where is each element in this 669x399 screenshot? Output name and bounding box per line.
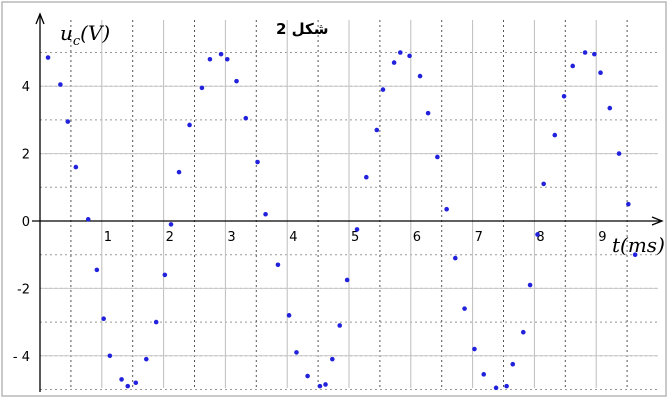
y-tick-label: 2 <box>22 148 30 163</box>
data-point <box>472 346 477 352</box>
data-point <box>481 372 487 377</box>
data-point <box>391 60 397 65</box>
data-point <box>255 159 260 165</box>
data-point <box>582 50 588 55</box>
data-point <box>616 151 622 156</box>
axes <box>32 12 664 392</box>
data-point <box>330 356 335 362</box>
data-point <box>323 382 328 387</box>
data-point <box>541 181 546 187</box>
x-tick-label: 3 <box>227 230 235 245</box>
data-point <box>199 85 205 91</box>
data-point <box>286 313 292 318</box>
y-axis-label-unit: (V) <box>80 21 110 45</box>
y-axis-arrow <box>35 12 45 25</box>
data-point <box>218 51 224 57</box>
data-point <box>207 56 213 62</box>
data-point <box>153 319 159 325</box>
x-tick-label: 5 <box>351 230 359 245</box>
y-tick-label: -2 <box>17 282 30 297</box>
data-point <box>176 169 182 175</box>
data-point <box>85 217 91 222</box>
data-point <box>452 255 458 261</box>
data-point <box>168 222 174 227</box>
x-axis-arrow <box>651 216 664 226</box>
data-point <box>94 267 100 273</box>
data-point <box>275 262 281 268</box>
x-tick-label: 8 <box>536 230 544 245</box>
data-point <box>143 356 149 362</box>
data-point <box>425 110 431 116</box>
data-point <box>527 282 533 288</box>
data-point <box>364 174 369 180</box>
data-point <box>520 329 526 335</box>
data-point <box>65 119 71 124</box>
data-point <box>224 56 230 62</box>
data-point <box>552 132 558 138</box>
data-point <box>592 51 597 57</box>
grid-lines <box>40 20 658 390</box>
data-point <box>119 377 124 382</box>
data-point <box>344 277 350 283</box>
data-point <box>598 70 603 76</box>
data-point <box>570 63 576 69</box>
data-point <box>58 82 63 87</box>
data-point <box>317 383 323 389</box>
data-point <box>435 154 440 160</box>
chart-title: شكل 2 <box>276 20 329 38</box>
data-point <box>101 316 106 322</box>
data-point <box>535 232 540 237</box>
data-point <box>632 252 638 257</box>
data-point <box>397 50 403 55</box>
x-tick-label: 1 <box>104 230 112 245</box>
x-tick-label: 4 <box>289 230 297 245</box>
data-point <box>607 105 613 111</box>
data-point <box>294 350 299 355</box>
data-point <box>234 78 239 84</box>
data-point <box>263 211 268 217</box>
data-point <box>493 385 499 391</box>
data-point <box>407 53 412 59</box>
data-point <box>374 127 380 133</box>
data-point <box>187 122 192 128</box>
data-point <box>561 94 567 99</box>
data-point <box>243 115 249 121</box>
data-point <box>162 272 168 278</box>
data-point <box>462 306 467 311</box>
data-point <box>354 227 360 232</box>
data-point <box>337 323 343 328</box>
y-tick-label: 0 <box>22 215 30 230</box>
data-point <box>45 55 51 60</box>
data-point <box>133 380 139 386</box>
data-point <box>417 73 423 79</box>
data-point <box>510 361 516 367</box>
data-point <box>626 201 631 207</box>
y-tick-label: 4 <box>22 80 30 95</box>
tick-labels: 1 2 3 4 5 6 7 8 9 4 2 0 -2 - 4 <box>13 80 607 365</box>
y-axis-label-sub: c <box>73 34 81 49</box>
x-tick-label: 6 <box>413 230 421 245</box>
x-tick-label: 2 <box>166 230 174 245</box>
data-point <box>504 383 509 389</box>
data-point <box>107 353 113 359</box>
data-point <box>305 373 310 379</box>
y-axis-label: uc(V) <box>60 21 110 49</box>
data-point <box>380 87 386 92</box>
y-tick-label: - 4 <box>13 350 30 365</box>
data-point <box>73 164 79 170</box>
x-tick-label: 7 <box>475 230 483 245</box>
x-axis-label: t(ms) <box>612 233 665 257</box>
y-axis-label-main: u <box>60 21 73 45</box>
data-point <box>444 206 449 212</box>
x-tick-label: 9 <box>598 230 606 245</box>
data-point <box>125 383 131 389</box>
data-points <box>45 50 638 391</box>
